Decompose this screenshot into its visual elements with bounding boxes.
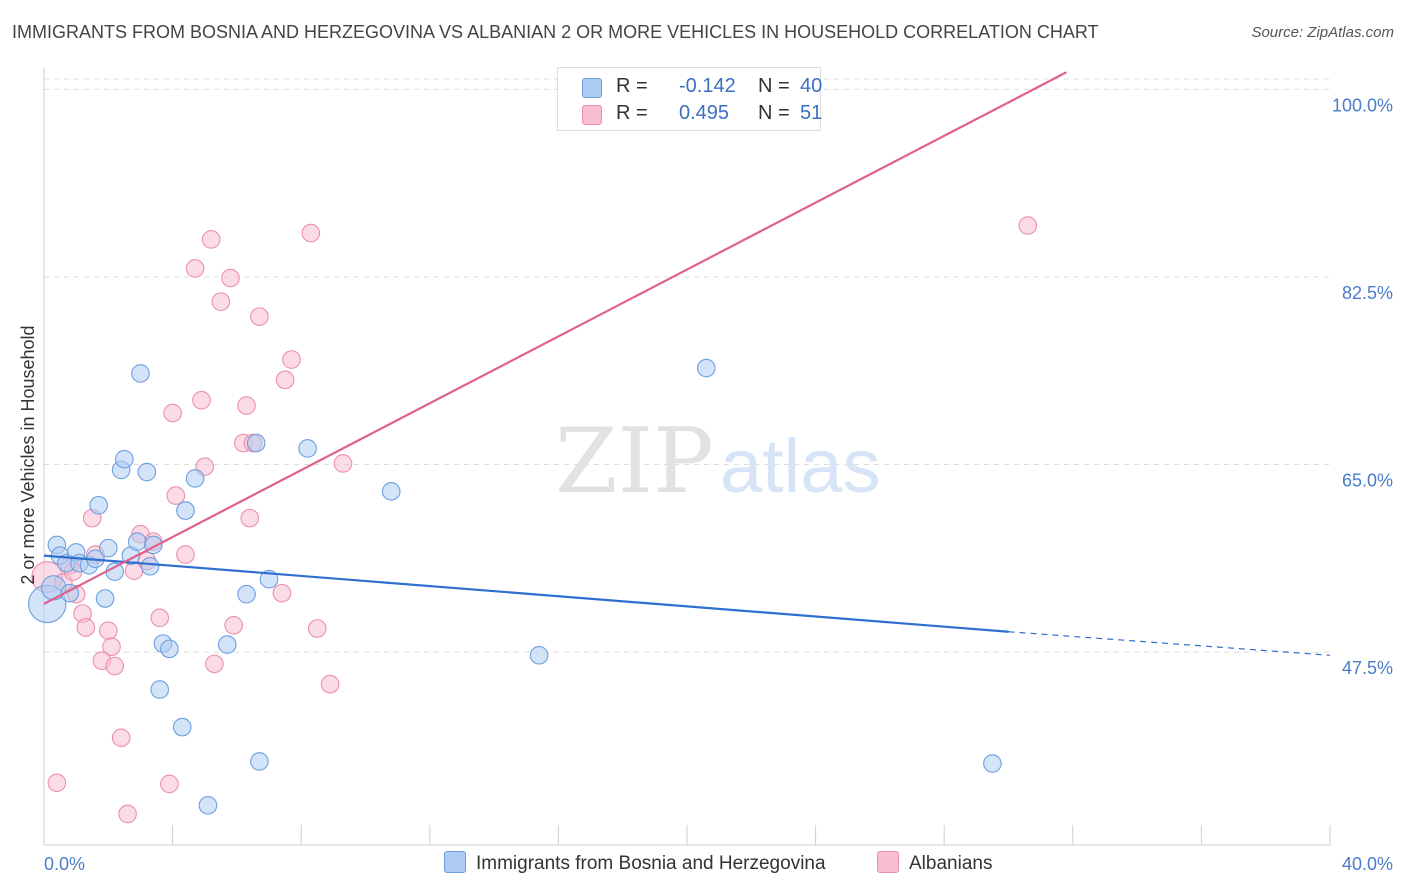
point-albanians	[192, 390, 211, 410]
legend-r-label: R =	[616, 102, 648, 124]
point-bosnia	[237, 584, 256, 604]
point-bosnia	[160, 639, 179, 659]
legend-swatch-albanians	[582, 105, 602, 125]
point-albanians	[282, 350, 301, 369]
point-albanians	[250, 307, 269, 326]
legend-n-label: N =	[758, 102, 790, 124]
y-tick-label: 47.5%	[1342, 658, 1393, 678]
point-albanians	[237, 396, 256, 415]
legend-r-value: 0.495	[679, 102, 730, 124]
legend-n-value: 51	[800, 102, 823, 124]
legend-swatch-bosnia	[582, 78, 602, 98]
watermark-zip: ZIP	[555, 409, 714, 514]
y-tick-label: 100.0%	[1332, 95, 1393, 115]
point-bosnia	[98, 538, 118, 558]
point-albanians	[240, 508, 260, 528]
point-bosnia	[696, 358, 716, 378]
point-albanians	[211, 292, 231, 311]
point-albanians	[102, 637, 121, 657]
point-bosnia	[89, 495, 108, 515]
point-bosnia	[983, 754, 1002, 773]
point-bosnia	[185, 469, 205, 488]
point-bosnia	[198, 796, 218, 815]
axes	[43, 68, 1331, 846]
x-tick-labels: 0.0% 40.0%	[44, 854, 1393, 874]
point-albanians	[333, 454, 353, 473]
point-albanians	[76, 618, 96, 637]
trend-lines	[43, 71, 1331, 656]
point-bosnia	[105, 562, 125, 582]
point-albanians	[301, 223, 321, 243]
point-albanians	[98, 621, 118, 640]
x-tick-label: 40.0%	[1342, 854, 1393, 874]
point-bosnia	[381, 482, 401, 501]
watermark: ZIP atlas	[555, 409, 881, 514]
bottom-legend-bosnia: Immigrants from Bosnia and Herzegovina	[444, 851, 826, 875]
point-bosnia	[250, 752, 269, 771]
legend-n-value: 40	[800, 75, 823, 97]
point-albanians	[118, 804, 137, 824]
y-tick-label: 65.0%	[1342, 471, 1393, 491]
point-albanians	[224, 615, 243, 635]
y-axis-label: 2 or more Vehicles in Household	[18, 325, 38, 584]
point-albanians	[47, 773, 67, 793]
bottom-legend-label-bosnia: Immigrants from Bosnia and Herzegovina	[476, 853, 826, 874]
point-albanians	[150, 608, 170, 628]
trend-line-bosnia	[43, 554, 1009, 633]
point-albanians	[275, 370, 295, 390]
y-tick-label: 82.5%	[1342, 283, 1393, 303]
point-bosnia	[127, 532, 147, 552]
trend-line-bosnia-extension	[1008, 631, 1331, 656]
watermark-atlas: atlas	[720, 424, 881, 509]
point-albanians	[160, 774, 179, 794]
point-albanians	[185, 259, 205, 278]
bottom-legend-label-albanians: Albanians	[909, 853, 993, 874]
point-albanians	[105, 656, 125, 676]
point-albanians	[111, 728, 131, 748]
point-bosnia	[140, 557, 160, 576]
point-bosnia	[176, 501, 195, 520]
legend-n-label: N =	[758, 75, 790, 97]
point-bosnia	[298, 439, 317, 458]
point-albanians	[1018, 216, 1038, 235]
point-albanians	[163, 403, 182, 423]
point-bosnia	[217, 635, 237, 654]
point-bosnia	[529, 645, 549, 665]
bottom-legend-swatch-albanians	[877, 851, 899, 873]
point-bosnia	[172, 717, 192, 737]
x-tick-label: 0.0%	[44, 854, 85, 874]
point-albanians	[307, 619, 327, 638]
point-albanians	[166, 486, 186, 505]
point-albanians	[320, 674, 340, 694]
bottom-legend-swatch-bosnia	[444, 851, 466, 873]
point-bosnia	[150, 680, 170, 699]
point-bosnia	[131, 364, 150, 383]
data-points	[27, 216, 1038, 824]
point-bosnia	[95, 589, 115, 608]
point-albanians	[201, 230, 221, 249]
bottom-legend-albanians: Albanians	[877, 851, 992, 875]
y-tick-labels: 100.0% 82.5% 65.0% 47.5%	[1332, 95, 1393, 678]
chart-title: IMMIGRANTS FROM BOSNIA AND HERZEGOVINA V…	[12, 22, 1099, 42]
point-albanians	[272, 583, 292, 603]
point-bosnia	[137, 462, 157, 482]
legend-r-value: -0.142	[679, 75, 736, 97]
source-label: Source: ZipAtlas.com	[1251, 24, 1394, 41]
point-albanians	[205, 654, 224, 674]
point-bosnia	[246, 433, 266, 453]
grid-lines	[44, 78, 1330, 653]
point-bosnia	[115, 449, 134, 469]
point-albanians	[221, 268, 240, 288]
legend-box: R = -0.142 N = 40 R = 0.495 N = 51	[557, 67, 823, 131]
legend-r-label: R =	[616, 75, 648, 97]
trend-line-albanians	[43, 71, 1067, 605]
point-albanians	[176, 545, 195, 564]
